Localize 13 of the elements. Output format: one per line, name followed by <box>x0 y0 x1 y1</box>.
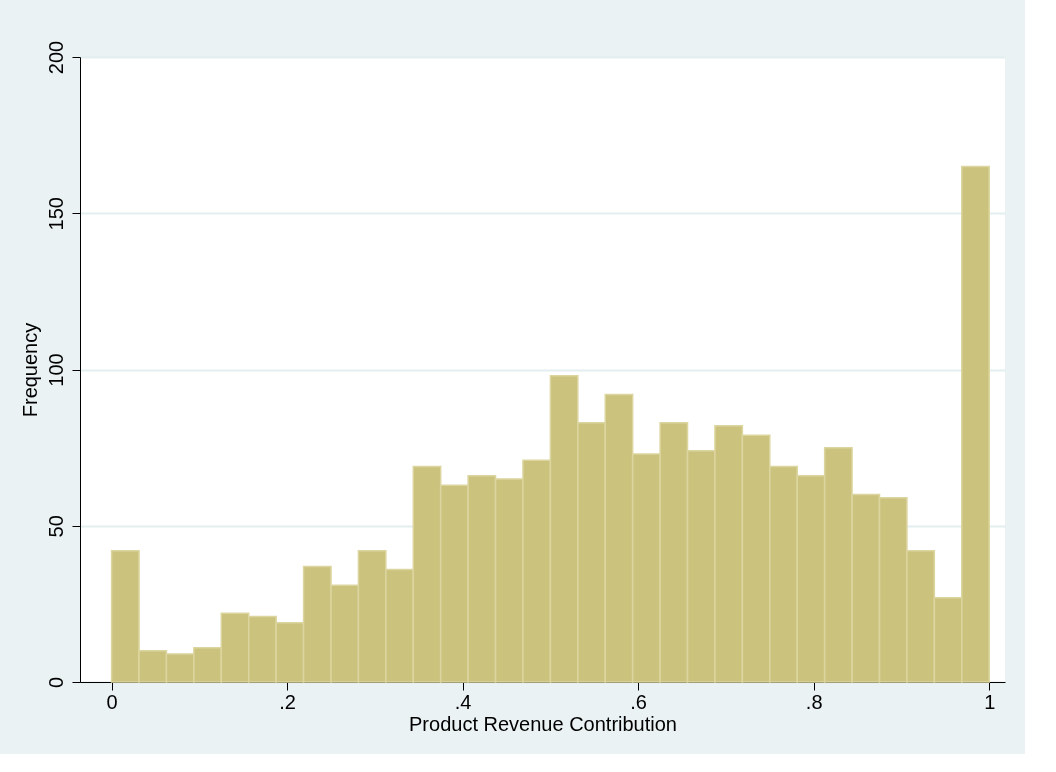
x-tick-label: .8 <box>805 690 823 713</box>
y-tick-label: 50 <box>44 515 67 538</box>
y-tick-label: 0 <box>44 676 67 689</box>
y-tick-label: 200 <box>44 40 67 75</box>
x-tick-label: .2 <box>279 690 296 713</box>
x-tick-label: .4 <box>454 690 472 713</box>
y-tick-label: 100 <box>44 353 67 387</box>
x-tick-label: 1 <box>984 690 996 713</box>
x-tick-label: .6 <box>630 690 647 713</box>
y-tick-label: 150 <box>44 197 67 231</box>
y-axis-title: Frequency <box>18 322 41 418</box>
x-axis-title: Product Revenue Contribution <box>409 712 677 735</box>
x-tick-label: 0 <box>106 690 118 713</box>
